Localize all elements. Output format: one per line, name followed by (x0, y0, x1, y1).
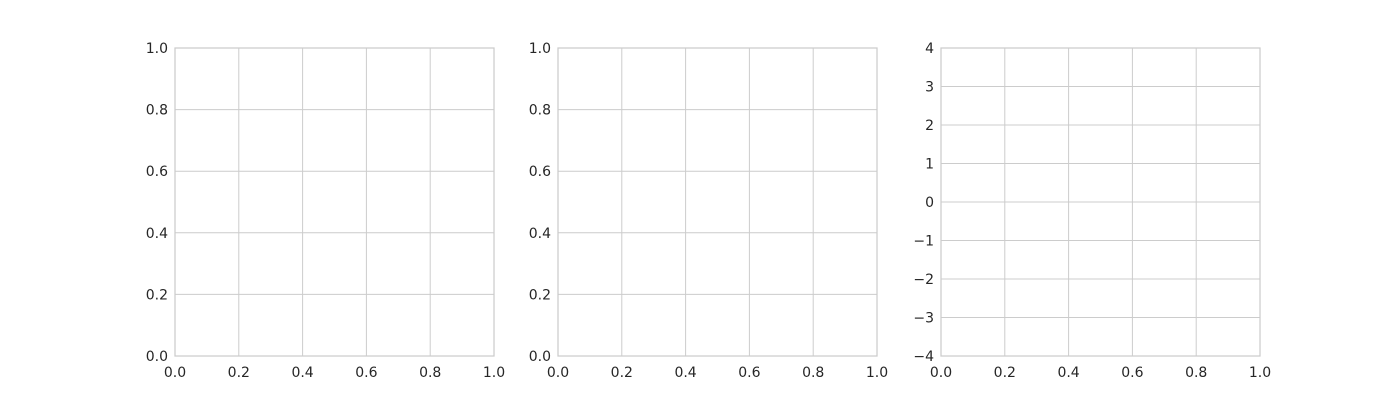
y-tick-label: 3 (925, 80, 934, 96)
y-tick-label: 1.0 (529, 41, 551, 57)
x-tick-label: 0.4 (674, 365, 696, 381)
axes-1: 0.0 0.2 0.4 0.6 0.8 1.0 0.0 0.2 0.4 0.6 0.8 1.0 (146, 41, 505, 381)
x-tick-label: 0.2 (228, 365, 250, 381)
y-tick-label: −4 (913, 349, 934, 365)
x-tick-label: 0.6 (1121, 365, 1143, 381)
x-tick-label: 0.0 (930, 365, 952, 381)
y-tick-label: 0.4 (146, 226, 168, 242)
axes-frame (174, 47, 495, 357)
x-tick-label: 0.8 (1185, 365, 1207, 381)
y-tick-label: 0.0 (146, 349, 168, 365)
y-tick-label: 1.0 (146, 41, 168, 57)
y-tick-label: 2 (925, 118, 934, 134)
y-tick-label: 0.4 (529, 226, 551, 242)
x-tick-label: 1.0 (866, 365, 888, 381)
x-tick-label: 0.2 (994, 365, 1016, 381)
axes-frame (940, 47, 1261, 357)
axes-2: 0.0 0.2 0.4 0.6 0.8 1.0 0.0 0.2 0.4 0.6 0.8 1.0 (529, 41, 888, 381)
y-tick-label: 1 (925, 157, 934, 173)
y-tick-label: 0 (925, 195, 934, 211)
y-tick-label: −2 (913, 272, 934, 288)
x-tick-label: 0.6 (355, 365, 377, 381)
axes-frame (557, 47, 878, 357)
y-tick-label: 0.2 (529, 287, 551, 303)
y-tick-label: 0.6 (529, 164, 551, 180)
x-tick-label: 0.4 (291, 365, 313, 381)
x-tick-label: 0.0 (164, 365, 186, 381)
y-tick-label: −3 (913, 311, 934, 327)
x-tick-label: 0.8 (419, 365, 441, 381)
x-tick-label: 0.4 (1057, 365, 1079, 381)
y-tick-label: 0.8 (146, 103, 168, 119)
x-tick-label: 0.2 (611, 365, 633, 381)
x-tick-label: 0.6 (738, 365, 760, 381)
x-tick-label: 0.8 (802, 365, 824, 381)
plot-area (558, 48, 877, 356)
plot-area (175, 48, 494, 356)
y-tick-label: 0.2 (146, 287, 168, 303)
y-tick-label: −1 (913, 234, 934, 250)
axes-3: 0.0 0.2 0.4 0.6 0.8 1.0 −4 −3 −2 −1 0 1 2 3 4 (913, 41, 1271, 381)
y-tick-label: 4 (925, 41, 934, 57)
x-tick-label: 0.0 (547, 365, 569, 381)
x-tick-label: 1.0 (483, 365, 505, 381)
y-tick-label: 0.6 (146, 164, 168, 180)
y-tick-label: 0.0 (529, 349, 551, 365)
x-tick-label: 1.0 (1249, 365, 1271, 381)
y-tick-label: 0.8 (529, 103, 551, 119)
